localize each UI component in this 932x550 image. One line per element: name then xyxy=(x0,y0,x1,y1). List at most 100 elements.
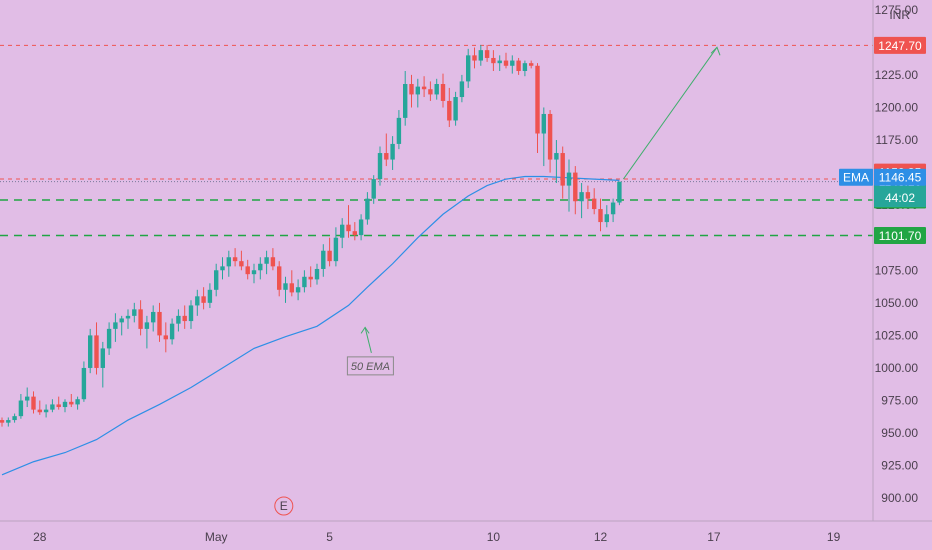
candle-body xyxy=(447,100,452,121)
candle-body xyxy=(610,202,616,215)
candle-body xyxy=(132,309,137,316)
price-tags: 1247.701150.351145.051128.951101.701143.… xyxy=(839,36,926,244)
candle-body xyxy=(125,315,131,319)
candle-body xyxy=(598,209,603,223)
candle-body xyxy=(163,335,168,340)
candle-body xyxy=(0,420,5,423)
time-tick-label: 10 xyxy=(487,530,501,544)
candle-body xyxy=(554,153,559,160)
candle-body xyxy=(56,404,61,408)
candle-body xyxy=(264,257,269,264)
candle-body xyxy=(31,396,36,410)
candle-body xyxy=(547,113,553,160)
candle-body xyxy=(333,237,339,262)
candle-body xyxy=(151,311,156,323)
candle-body xyxy=(106,328,112,349)
earnings-event-icon[interactable] xyxy=(274,496,294,516)
candles-group xyxy=(0,44,622,427)
candle-body xyxy=(62,401,68,408)
price-axis[interactable]: INR1275.001250.001225.001200.001175.0011… xyxy=(872,0,919,521)
time-axis[interactable]: 28May51012171924 xyxy=(0,520,932,544)
candle-body xyxy=(604,214,609,223)
candle-body xyxy=(251,270,257,275)
candle-body xyxy=(491,57,496,64)
earnings-event-label: E xyxy=(280,499,288,513)
candle-body xyxy=(69,401,74,405)
candle-body xyxy=(43,409,49,413)
candle-body xyxy=(75,399,80,405)
candle-body xyxy=(277,266,282,290)
candle-body xyxy=(37,409,42,413)
candle-body xyxy=(327,250,332,262)
candle-body xyxy=(138,309,143,329)
candle-body xyxy=(585,192,591,199)
price-level-lines xyxy=(0,44,873,237)
price-tick-label: 925.00 xyxy=(881,459,918,473)
candle-body xyxy=(169,323,175,340)
candle-body xyxy=(176,315,181,324)
candle-body xyxy=(421,86,427,90)
candle-body xyxy=(289,283,294,293)
candle-body xyxy=(352,231,357,236)
candle-body xyxy=(188,305,194,322)
candle-body xyxy=(390,143,395,160)
candle-body xyxy=(377,153,383,180)
candle-body xyxy=(113,322,118,329)
candle-body xyxy=(472,55,477,61)
ema-annotation-arrowhead xyxy=(360,326,370,334)
candle-body xyxy=(295,287,301,293)
price-tick-label: 1175.00 xyxy=(876,133,919,147)
candle-body xyxy=(592,198,597,210)
candle-body xyxy=(384,153,389,160)
time-tick-label: 19 xyxy=(827,530,841,544)
candle-body xyxy=(270,257,276,267)
candle-body xyxy=(18,400,24,417)
candle-body xyxy=(459,81,465,98)
candle-body xyxy=(503,60,509,66)
candle-body xyxy=(560,153,565,186)
time-tick-label: 12 xyxy=(594,530,608,544)
price-level-tag-bg xyxy=(874,226,926,244)
price-tick-label: 1050.00 xyxy=(875,296,919,310)
price-tick-label: 1200.00 xyxy=(875,100,919,114)
current-price-tag-text: 44:02 xyxy=(885,191,915,205)
candle-body xyxy=(358,219,364,236)
ema-name-tag-text: EMA xyxy=(843,171,869,185)
price-tick-label: 950.00 xyxy=(881,426,918,440)
candle-body xyxy=(220,266,225,271)
candle-body xyxy=(566,172,572,186)
price-tick-label: 975.00 xyxy=(881,394,918,408)
candle-body xyxy=(415,86,420,95)
candle-body xyxy=(214,270,219,290)
ema-annotation-arrow xyxy=(364,327,372,354)
candle-body xyxy=(541,113,546,134)
candle-body xyxy=(440,84,446,101)
ema-line-group xyxy=(1,175,620,476)
candle-body xyxy=(6,420,11,423)
candle-body xyxy=(403,84,408,118)
price-tick-label: 900.00 xyxy=(881,491,918,505)
ema-line xyxy=(1,175,620,476)
candle-body xyxy=(466,55,471,82)
candle-body xyxy=(258,263,263,271)
candle-body xyxy=(522,63,528,71)
candle-body xyxy=(396,117,402,144)
price-tick-label: 1275.00 xyxy=(875,3,919,17)
candle-body xyxy=(50,404,55,410)
candle-body xyxy=(617,181,622,203)
candle-body xyxy=(157,311,162,336)
price-tick-label: 1075.00 xyxy=(875,263,919,277)
candle-body xyxy=(308,276,313,280)
currency-label: INR xyxy=(889,8,910,22)
candle-body xyxy=(428,89,433,95)
candle-body xyxy=(321,250,326,269)
candle-body xyxy=(409,84,414,95)
time-tick-label: 28 xyxy=(33,530,47,544)
ema-name-tag-bg xyxy=(839,168,873,186)
candle-body xyxy=(100,348,105,368)
candle-body xyxy=(579,192,584,202)
candle-body xyxy=(207,289,213,303)
candle-body xyxy=(195,296,200,306)
